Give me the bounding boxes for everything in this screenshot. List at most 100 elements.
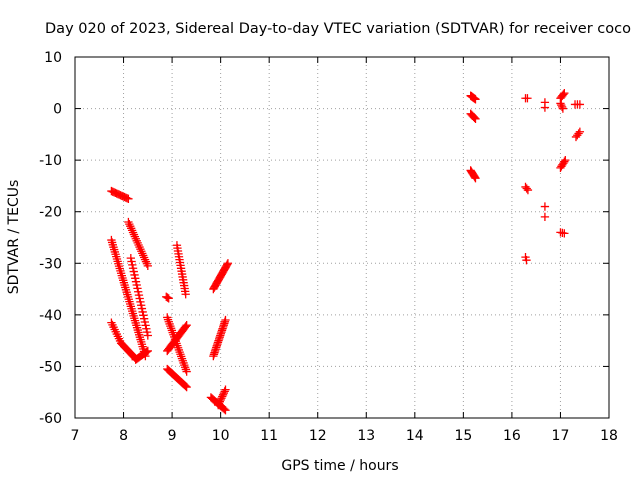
- data-point: [522, 184, 531, 193]
- data-point: [540, 202, 550, 211]
- x-tick-label: 17: [552, 428, 570, 444]
- data-point: [221, 385, 230, 394]
- data-point: [221, 406, 230, 415]
- series-track-14: [209, 315, 230, 361]
- y-tick-label: -40: [39, 308, 62, 324]
- y-tick-label: -60: [39, 411, 62, 427]
- data-point: [164, 294, 173, 303]
- series-track-16: [214, 385, 230, 410]
- data-point: [182, 321, 191, 330]
- data-point: [136, 297, 145, 307]
- data-point: [141, 321, 150, 330]
- data-point: [559, 90, 568, 99]
- data-point: [129, 267, 138, 276]
- series-track-11: [172, 241, 190, 299]
- y-axis-label: SDTVAR / TECUs: [6, 180, 22, 295]
- x-tick-label: 15: [454, 428, 472, 444]
- data-point: [131, 277, 141, 286]
- series-track-28: [556, 228, 569, 238]
- data-point: [134, 290, 144, 300]
- data-point: [127, 257, 136, 266]
- x-tick-label: 7: [71, 428, 80, 444]
- y-tick-label: 10: [44, 50, 62, 66]
- series-track-29: [570, 100, 585, 109]
- series-track-21: [521, 182, 533, 195]
- x-tick-label: 11: [260, 428, 278, 444]
- data-point: [223, 259, 233, 268]
- data-point: [140, 317, 150, 327]
- data-point: [126, 253, 135, 263]
- series-track-22: [521, 252, 531, 265]
- data-point: [470, 113, 479, 123]
- data-point: [471, 174, 480, 183]
- x-tick-label: 14: [406, 428, 424, 444]
- data-point: [540, 212, 550, 222]
- data-point: [540, 103, 550, 112]
- axis-ticks: [74, 56, 610, 419]
- data-point: [138, 307, 147, 317]
- series-track-30: [571, 127, 585, 142]
- y-tick-label: -10: [39, 153, 62, 169]
- data-point: [128, 260, 137, 270]
- y-tick-label: -50: [39, 359, 62, 375]
- data-point: [143, 346, 152, 356]
- data-point: [142, 327, 152, 337]
- data-point: [181, 322, 190, 331]
- x-tick-label: 8: [119, 428, 128, 444]
- data-points: [107, 88, 585, 415]
- data-point: [221, 315, 230, 325]
- data-point: [128, 264, 138, 273]
- x-tick-label: 12: [309, 428, 327, 444]
- y-tick-label: 0: [53, 102, 62, 118]
- data-point: [470, 172, 479, 182]
- series-track-06: [116, 339, 140, 363]
- data-point: [523, 185, 533, 195]
- data-point: [133, 284, 142, 293]
- chart-title: Day 020 of 2023, Sidereal Day-to-day VTE…: [45, 21, 631, 37]
- data-point: [134, 287, 143, 296]
- data-point: [143, 261, 152, 271]
- series-track-18: [466, 109, 480, 124]
- data-point: [560, 88, 569, 98]
- y-tick-label: -30: [39, 256, 62, 272]
- x-tick-label: 10: [212, 428, 230, 444]
- data-point: [130, 270, 139, 280]
- series-track-17: [466, 91, 480, 104]
- data-point: [135, 294, 144, 303]
- data-point: [220, 405, 229, 414]
- x-tick-label: 9: [168, 428, 177, 444]
- series-track-20: [521, 94, 532, 103]
- data-point: [139, 314, 149, 323]
- data-point: [560, 157, 569, 166]
- data-point: [131, 274, 140, 283]
- series-track-13: [209, 259, 233, 294]
- x-tick-label: 16: [503, 428, 521, 444]
- series-track-03: [124, 217, 152, 271]
- series-track-02: [107, 235, 150, 361]
- data-point: [137, 301, 146, 310]
- plot-frame: [74, 56, 610, 419]
- x-tick-label: 18: [600, 428, 618, 444]
- data-point: [522, 256, 531, 265]
- series-track-12: [163, 364, 191, 392]
- x-axis-label: GPS time / hours: [281, 458, 398, 474]
- data-point: [182, 382, 191, 392]
- data-point: [575, 127, 585, 136]
- data-point: [143, 331, 152, 340]
- x-tick-labels: 7 8 9 10 11 12 13 14 15 16 17 18: [71, 428, 618, 444]
- series-track-26: [556, 99, 568, 113]
- series-track-08: [162, 292, 173, 303]
- series-track-19: [466, 166, 480, 183]
- data-point: [223, 260, 232, 269]
- y-tick-labels: 10 0 -10 -20 -30 -40 -50 -60: [39, 50, 62, 427]
- data-point: [124, 194, 133, 203]
- series-track-01: [107, 186, 133, 203]
- x-tick-label: 13: [357, 428, 375, 444]
- series-track-23: [540, 98, 550, 112]
- data-point: [471, 95, 480, 104]
- data-point: [181, 290, 190, 299]
- series-track-04: [126, 253, 152, 340]
- data-point: [163, 293, 172, 302]
